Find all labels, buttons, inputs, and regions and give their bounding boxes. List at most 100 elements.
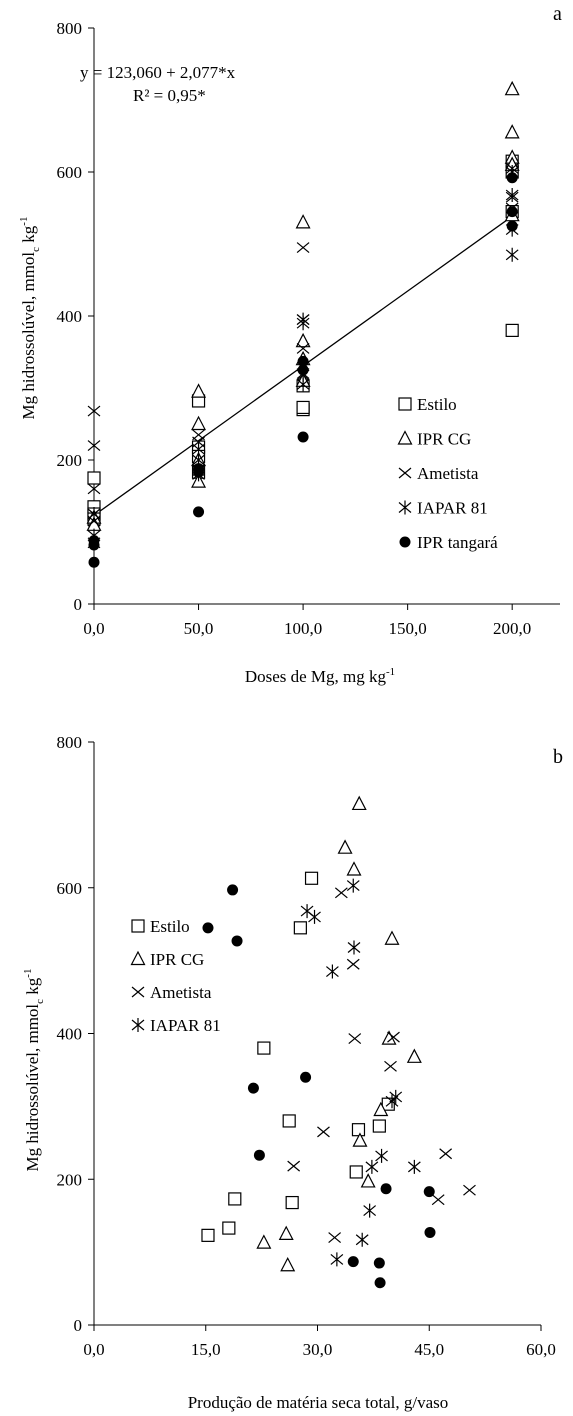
b-legend-point-ipr-cg-1 — [130, 950, 146, 966]
a-point-ipr-tangar-1 — [88, 539, 100, 551]
b-point-ipr-tangar-5 — [300, 1071, 312, 1083]
a-point-ipr-cg-7 — [295, 332, 311, 348]
a-legend-label-ametista: Ametista — [417, 464, 479, 483]
a-point-ipr-tangar-10 — [506, 206, 518, 218]
panel-a-x-axis-title: Doses de Mg, mg kg-1 — [245, 666, 395, 686]
b-point-ametista-0 — [287, 1160, 301, 1172]
a-y-tick-label: 800 — [57, 19, 83, 38]
b-point-ametista-1 — [317, 1126, 330, 1138]
b-point-estilo-2 — [228, 1192, 242, 1206]
b-y-tick-label: 800 — [57, 733, 83, 752]
panel-a-x-ticks: 0,0 50,0 100,0 150,0 200,0 — [83, 604, 531, 638]
panel-b-x-ticks: 0,0 15,0 30,0 45,0 60,0 — [83, 1325, 556, 1359]
b-legend-point-ametista-2 — [131, 986, 145, 998]
b-point-iapar-81-8 — [365, 1159, 379, 1174]
b-point-ipr-cg-0 — [256, 1234, 272, 1249]
b-point-ipr-tangar-9 — [380, 1183, 392, 1195]
a-y-tick-label: 200 — [57, 451, 83, 470]
b-point-iapar-81-12 — [407, 1159, 421, 1174]
a-point-ametista-0 — [87, 405, 101, 417]
panel-b: b 0 200 400 600 800 0,0 15,0 30,0 45,0 60,0 Esti… — [22, 733, 563, 1412]
panel-a-y-axis-title: Mg hidrossolúvel, mmolc kg-1 — [18, 217, 42, 420]
a-point-iapar-81-9 — [296, 377, 310, 392]
b-point-estilo-10 — [372, 1119, 386, 1133]
b-point-estilo-8 — [349, 1165, 363, 1179]
b-point-iapar-81-7 — [363, 1203, 377, 1218]
panel-a-legend: Estilo IPR CG Ametista IAPAR 81 IPR tangará — [397, 395, 498, 552]
a-legend-point-estilo-0 — [398, 397, 412, 411]
a-point-ipr-tangar-9 — [506, 172, 518, 184]
b-legend-point-iapar-81-3 — [131, 1018, 145, 1032]
b-y-tick-label: 600 — [57, 879, 83, 898]
b-point-ametista-5 — [348, 1033, 362, 1045]
b-legend-point-estilo-0 — [131, 919, 145, 933]
a-legend-point-ipr-tangar-4 — [399, 536, 411, 548]
b-point-iapar-81-9 — [375, 1148, 388, 1163]
a-point-ipr-tangar-6 — [297, 355, 309, 367]
a-point-iapar-81-10 — [505, 188, 519, 203]
b-point-estilo-5 — [285, 1195, 299, 1210]
b-point-ametista-6 — [384, 1060, 397, 1072]
a-point-ipr-cg-11 — [504, 124, 520, 139]
panel-a-r-squared: R² = 0,95* — [133, 86, 206, 105]
b-point-ipr-tangar-4 — [253, 1149, 265, 1161]
a-y-tick-label: 600 — [57, 163, 83, 182]
a-y-tick-label: 400 — [57, 307, 83, 326]
b-y-tick-label: 400 — [57, 1025, 83, 1044]
a-point-estilo-0 — [87, 471, 101, 485]
b-point-estilo-7 — [304, 871, 319, 885]
a-y-tick-label: 0 — [74, 595, 83, 614]
b-point-estilo-0 — [201, 1228, 215, 1242]
b-point-ipr-tangar-8 — [374, 1277, 386, 1289]
a-point-ametista-7 — [296, 242, 310, 254]
b-legend-label-estilo: Estilo — [150, 917, 190, 936]
b-point-estilo-3 — [257, 1041, 271, 1055]
a-legend-point-ipr-cg-1 — [397, 430, 413, 445]
b-point-iapar-81-1 — [308, 909, 321, 924]
a-point-ipr-cg-2 — [191, 383, 207, 398]
a-point-ipr-tangar-2 — [88, 556, 100, 568]
b-point-iapar-81-4 — [346, 878, 360, 893]
b-point-ipr-cg-6 — [352, 1132, 368, 1147]
panel-b-y-ticks: 0 200 400 600 800 — [57, 733, 94, 1335]
b-point-ametista-2 — [328, 1232, 342, 1244]
a-legend-label-ipr-cg: IPR CG — [417, 430, 471, 449]
a-legend-label-estilo: Estilo — [417, 395, 457, 414]
a-x-tick-label: 200,0 — [493, 619, 531, 638]
b-point-ipr-cg-2 — [280, 1256, 296, 1272]
b-point-ipr-tangar-0 — [202, 922, 214, 934]
b-x-tick-label: 45,0 — [414, 1340, 444, 1359]
b-legend-label-ametista: Ametista — [150, 983, 212, 1002]
a-point-iapar-81-12 — [505, 247, 519, 262]
b-point-ametista-9 — [439, 1148, 453, 1160]
panel-b-data-points — [201, 795, 476, 1289]
panel-a-letter: a — [553, 3, 562, 25]
b-x-tick-label: 0,0 — [83, 1340, 104, 1359]
b-point-ametista-3 — [334, 887, 348, 899]
a-point-ipr-tangar-11 — [506, 220, 518, 232]
a-legend-point-iapar-81-3 — [398, 500, 412, 515]
panel-a: a 0 200 400 600 800 0,0 50,0 100,0 150,0 200,0 y… — [18, 3, 562, 686]
b-x-tick-label: 15,0 — [191, 1340, 221, 1359]
b-y-tick-label: 200 — [57, 1170, 83, 1189]
a-legend-label-ipr-tangar: IPR tangará — [417, 533, 498, 552]
b-point-ipr-tangar-11 — [424, 1226, 436, 1238]
b-point-ipr-tangar-3 — [247, 1082, 259, 1094]
b-legend-label-ipr-cg: IPR CG — [150, 950, 204, 969]
a-x-tick-label: 0,0 — [83, 619, 104, 638]
b-point-iapar-81-6 — [355, 1232, 369, 1247]
panel-a-y-ticks: 0 200 400 600 800 — [57, 19, 94, 614]
b-point-ametista-7 — [387, 1031, 400, 1043]
b-point-estilo-4 — [282, 1114, 296, 1128]
a-legend-point-ametista-2 — [398, 467, 412, 479]
a-point-ipr-tangar-4 — [193, 466, 205, 478]
b-point-estilo-9 — [351, 1123, 366, 1137]
b-point-iapar-81-2 — [326, 964, 339, 979]
a-point-iapar-81-7 — [296, 316, 310, 331]
a-x-tick-label: 100,0 — [284, 619, 322, 638]
panel-a-equation: y = 123,060 + 2,077*x — [80, 63, 236, 82]
b-point-ametista-8 — [431, 1194, 445, 1206]
b-point-ipr-cg-3 — [337, 839, 353, 854]
a-x-tick-label: 150,0 — [389, 619, 427, 638]
